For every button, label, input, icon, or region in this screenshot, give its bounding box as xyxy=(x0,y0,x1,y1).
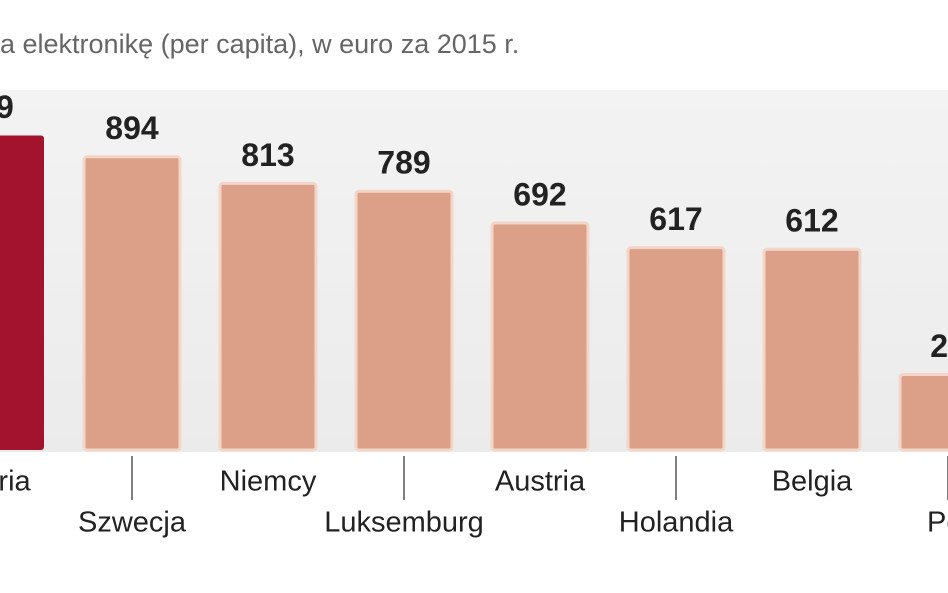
bar xyxy=(898,373,948,452)
bar xyxy=(82,155,182,452)
x-tick-label: jcaria xyxy=(0,466,32,498)
value-label: 23 xyxy=(930,328,948,364)
x-tick-label: Niemcy xyxy=(220,466,317,498)
value-label: 692 xyxy=(513,176,566,212)
value-label: 789 xyxy=(377,145,430,181)
chart-title: a elektronikę (per capita), w euro za 20… xyxy=(0,29,519,59)
value-label: 612 xyxy=(785,203,838,239)
bar xyxy=(0,135,44,450)
x-tick-label: Luksemburg xyxy=(324,507,484,539)
value-label: 813 xyxy=(241,137,294,173)
bar xyxy=(626,246,726,452)
value-label: 59 xyxy=(0,89,14,125)
bar xyxy=(762,247,862,452)
value-label: 617 xyxy=(649,201,702,237)
bar xyxy=(490,221,590,452)
bar xyxy=(218,181,318,452)
value-label: 894 xyxy=(105,110,159,146)
x-tick-label: Holandia xyxy=(619,507,734,539)
x-tick-label: Austria xyxy=(495,466,586,498)
x-tick-label: Pol xyxy=(927,507,948,539)
x-tick-label: Szwecja xyxy=(78,507,187,539)
bar xyxy=(354,189,454,452)
x-tick-label: Belgia xyxy=(772,466,853,498)
